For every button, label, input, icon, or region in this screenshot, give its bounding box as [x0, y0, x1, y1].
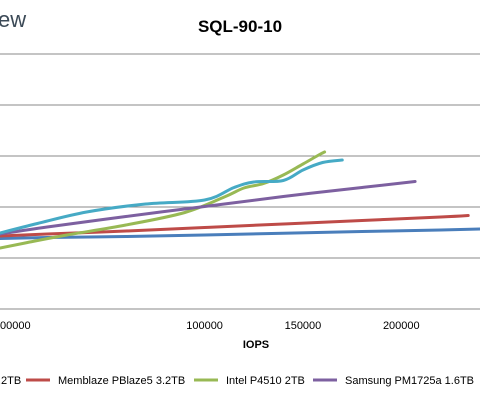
series-line-2 — [0, 150, 327, 250]
series-line-3 — [0, 180, 417, 236]
chart-title: SQL-90-10 — [198, 17, 282, 36]
x-ticks: 00000 100000 150000 200000 — [0, 320, 420, 332]
gridlines — [0, 53, 480, 310]
legend-label: Memblaze PBlaze5 3.2TB — [58, 375, 185, 387]
x-tick-label: 200000 — [383, 320, 420, 332]
legend-label: .2TB — [0, 375, 21, 387]
legend: .2TB Memblaze PBlaze5 3.2TB Intel P4510 2T… — [0, 375, 474, 387]
series-line-1 — [0, 214, 470, 238]
x-tick-label: 00000 — [0, 320, 31, 332]
legend-label: Samsung PM1725a 1.6TB — [345, 375, 474, 387]
logo-text: ew — [0, 7, 26, 32]
series-lines — [0, 150, 480, 250]
x-tick-label: 150000 — [285, 320, 322, 332]
x-tick-label: 100000 — [186, 320, 223, 332]
series-line-4 — [0, 158, 344, 235]
x-axis-label: IOPS — [243, 339, 269, 351]
legend-label: Intel P4510 2TB — [226, 375, 305, 387]
